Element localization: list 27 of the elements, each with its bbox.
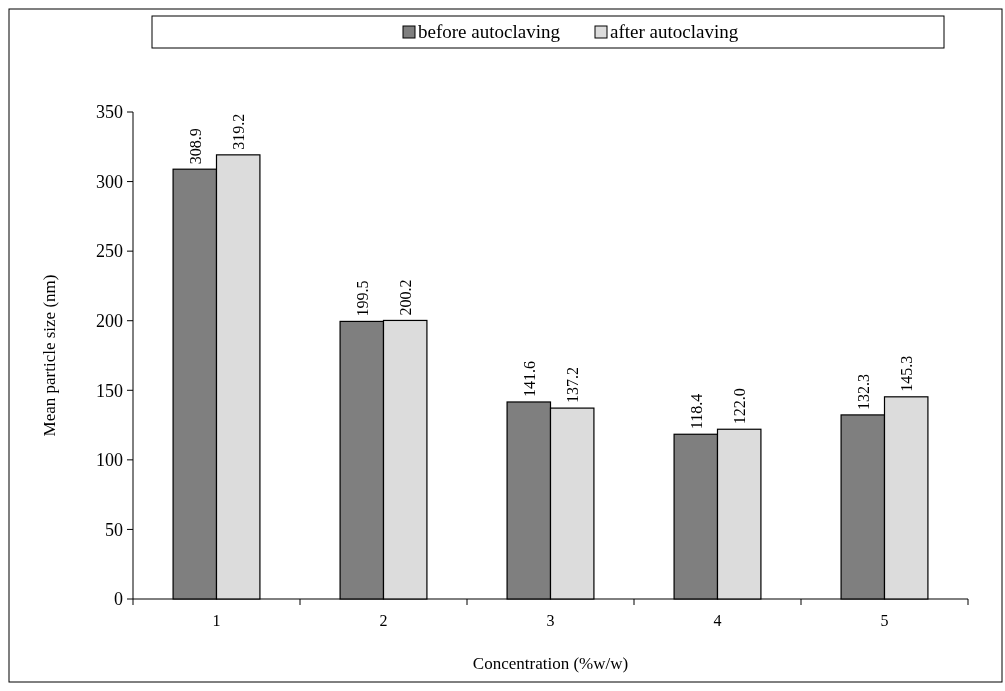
y-tick-label: 300 (96, 171, 123, 192)
y-tick-label: 250 (96, 241, 123, 262)
data-label: 319.2 (230, 113, 248, 150)
x-tick-label: 4 (713, 612, 722, 629)
x-tick-label: 5 (880, 612, 889, 629)
data-label: 132.3 (854, 373, 872, 410)
y-axis-title: Mean particle size (nm) (40, 274, 59, 437)
data-label: 122.0 (731, 388, 749, 425)
y-tick-label: 200 (96, 311, 123, 332)
legend-label: after autoclaving (610, 21, 739, 42)
data-label: 199.5 (353, 280, 371, 317)
data-label: 200.2 (397, 279, 415, 316)
y-tick-label: 150 (96, 380, 123, 401)
data-label: 141.6 (520, 360, 538, 397)
data-label: 145.3 (898, 355, 916, 392)
y-tick-label: 50 (105, 519, 123, 540)
data-label: 308.9 (186, 128, 204, 165)
y-tick-label: 0 (114, 589, 123, 610)
data-label: 137.2 (564, 367, 582, 404)
data-label: 118.4 (687, 393, 705, 430)
x-tick-label: 1 (212, 612, 221, 629)
y-tick-label: 100 (96, 450, 123, 471)
legend-label: before autoclaving (418, 21, 561, 42)
x-tick-label: 2 (379, 612, 388, 629)
y-tick-label: 350 (96, 102, 123, 123)
x-axis-title: Concentration (%w/w) (472, 654, 629, 673)
x-tick-label: 3 (546, 612, 555, 629)
